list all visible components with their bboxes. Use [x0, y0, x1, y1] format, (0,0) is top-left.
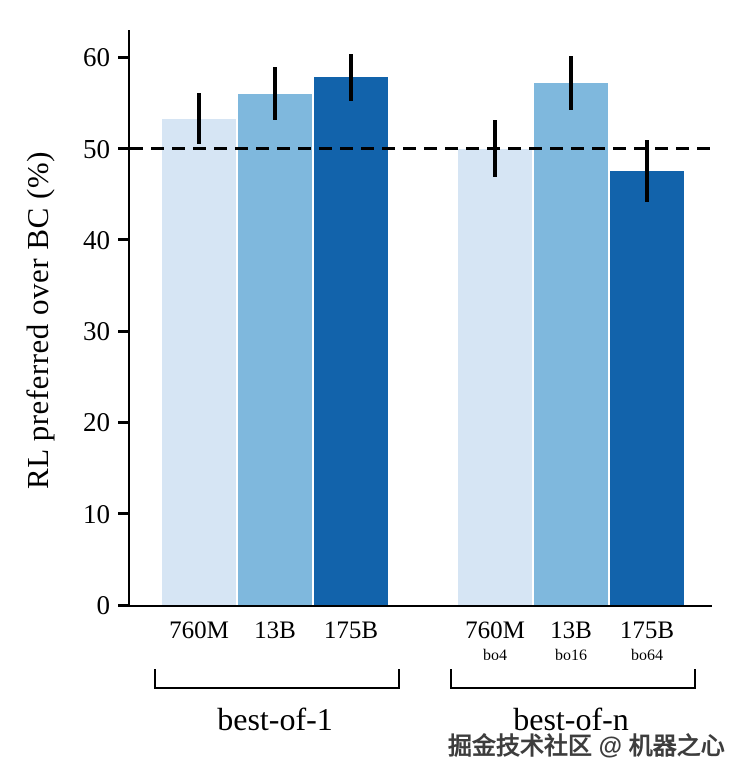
bar: [314, 77, 388, 605]
bar-label: 175B: [323, 617, 379, 644]
bar-label: 760M: [169, 617, 229, 644]
bar: [458, 148, 532, 605]
group-bracket: [450, 669, 696, 689]
bar-label: 760M: [465, 617, 525, 644]
error-bar: [644, 140, 650, 203]
y-tick: [118, 512, 128, 516]
error-bar: [348, 53, 354, 102]
reference-line: [130, 147, 712, 151]
y-tick: [118, 603, 128, 607]
bar-label: 13B: [254, 617, 296, 644]
bar-label: 13B: [550, 617, 592, 644]
bar: [534, 82, 608, 605]
bar-label: 175B: [619, 617, 675, 644]
group-label: best-of-n: [513, 701, 629, 737]
y-tick: [118, 55, 128, 59]
y-tick-label: 30: [83, 316, 110, 347]
bar-sublabel: bo16: [555, 647, 587, 664]
bar: [238, 93, 312, 605]
y-tick: [118, 238, 128, 242]
bar: [162, 118, 236, 605]
y-tick-label: 10: [83, 498, 110, 529]
y-tick-label: 20: [83, 407, 110, 438]
bar-sublabel: bo64: [631, 647, 663, 664]
y-tick-label: 0: [96, 590, 111, 620]
plot-area: 0 10 20 30 40 50 60 760M 13B 175B best-of-1 760M bo4…: [83, 30, 712, 737]
group-bracket: [154, 669, 400, 689]
y-tick: [118, 420, 128, 424]
y-tick: [118, 329, 128, 333]
error-bar: [568, 55, 574, 111]
y-tick-label: 40: [83, 224, 110, 255]
watermark-text: 掘金技术社区 @ 机器之心: [448, 733, 725, 760]
bar-sublabel: bo4: [483, 647, 507, 664]
bar: [610, 171, 684, 605]
y-tick: [118, 147, 128, 151]
y-axis-label: RL preferred over BC (%): [6, 0, 70, 640]
y-tick-label: 50: [83, 133, 110, 164]
error-bar: [272, 67, 278, 121]
y-tick-label: 60: [83, 42, 110, 73]
group-label: best-of-1: [217, 701, 333, 737]
error-bar: [196, 92, 202, 145]
y-axis-label-text: RL preferred over BC (%): [20, 151, 56, 489]
